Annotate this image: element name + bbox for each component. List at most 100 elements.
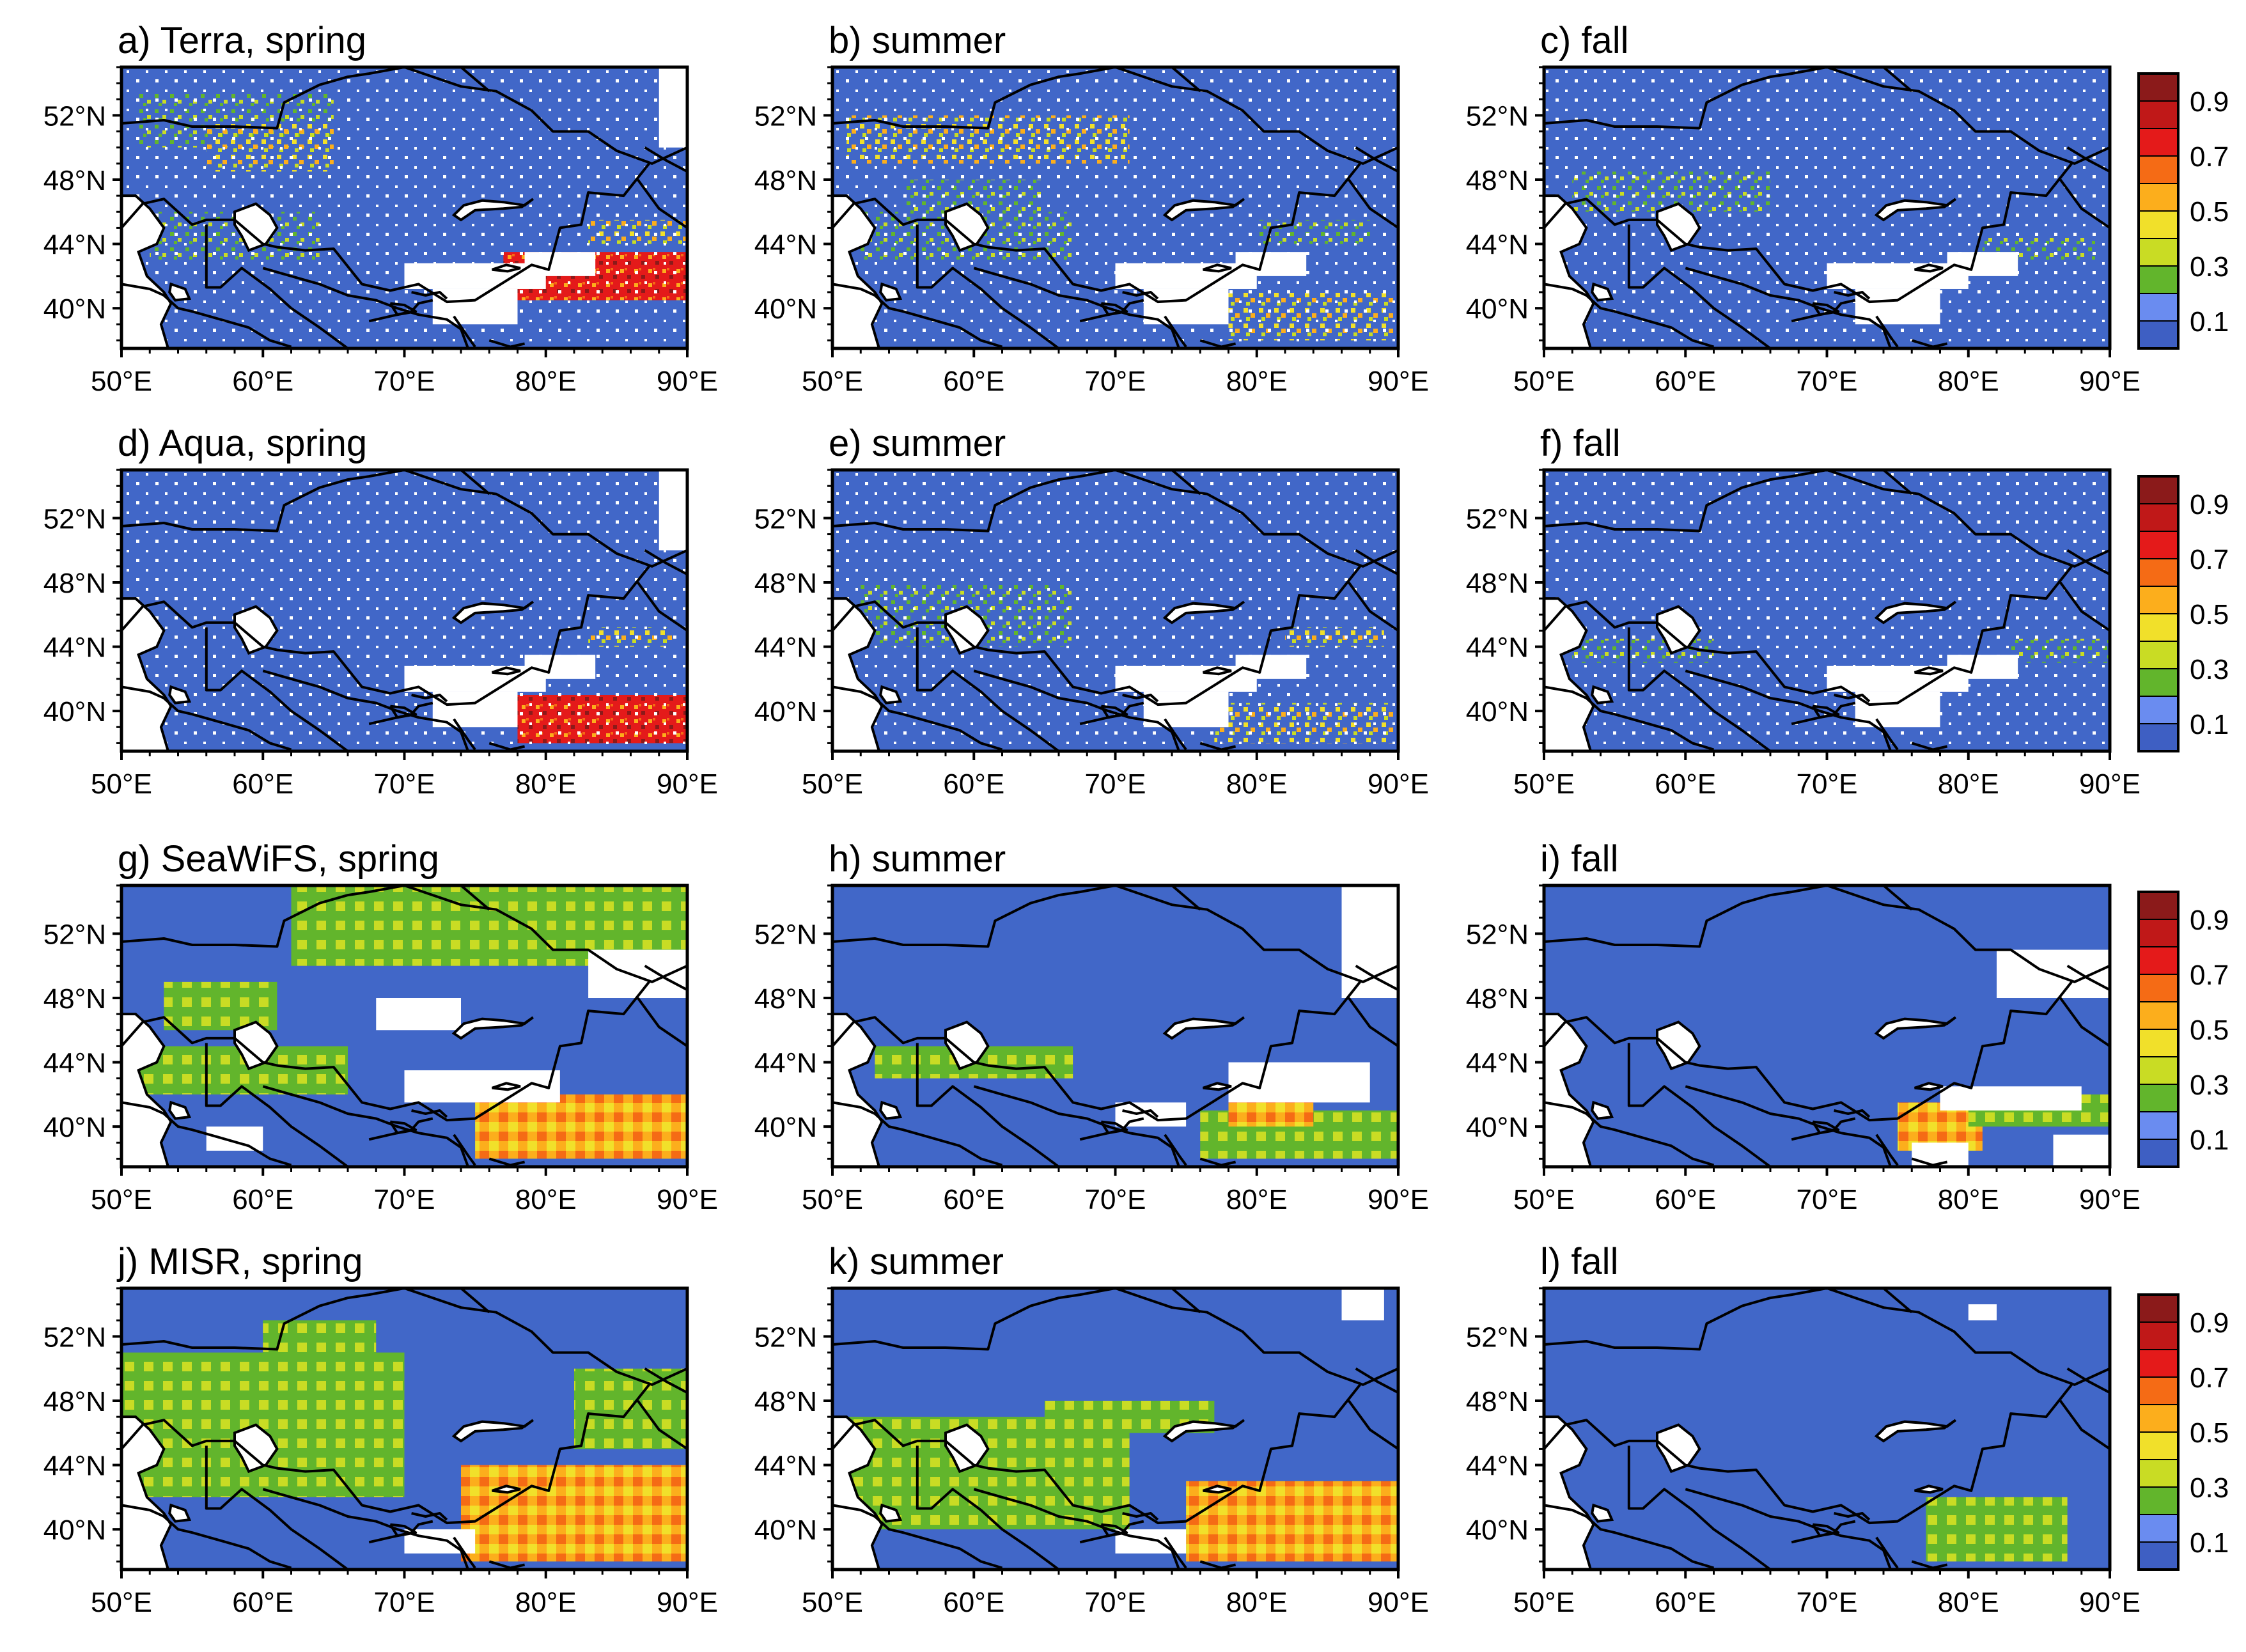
- y-tick-label: 44°N: [1466, 1048, 1529, 1079]
- country-border: [832, 981, 1361, 1122]
- water-body: [1544, 194, 1595, 348]
- country-border: [1347, 178, 1398, 230]
- colorbar-swatch: [2138, 668, 2179, 697]
- map-panel: 50°E 60°E 70°E 80°E 90°E 52°N 48°N 44°N 40°N: [754, 468, 1429, 800]
- water-body: [832, 1013, 884, 1167]
- x-tick-label: 60°E: [1655, 1184, 1716, 1215]
- water-body: [121, 194, 173, 348]
- y-tick-label: 40°N: [754, 696, 817, 728]
- y-tick-label: 40°N: [1466, 1515, 1529, 1546]
- country-border: [1164, 315, 1187, 348]
- nodata-region: [404, 1070, 560, 1103]
- y-tick-label: 48°N: [1466, 1386, 1529, 1417]
- country-border: [205, 1043, 349, 1167]
- country-border: [2059, 1399, 2110, 1451]
- x-tick-label: 70°E: [1797, 1184, 1858, 1215]
- panel-title: d) Aqua, spring: [118, 423, 367, 464]
- y-tick-label: 40°N: [43, 1112, 106, 1143]
- nodata-region: [524, 252, 596, 276]
- lake: [1162, 1419, 1245, 1443]
- colorbar-swatch: [2138, 919, 2179, 947]
- map-panel: 50°E 60°E 70°E 80°E 90°E 52°N 48°N 44°N 40°N: [1466, 468, 2141, 800]
- x-tick-label: 90°E: [2079, 768, 2141, 800]
- lake: [1203, 263, 1232, 273]
- colorbar-swatch: [2138, 1111, 2179, 1140]
- nodata-speckle: [1544, 470, 2110, 751]
- country-border: [1875, 315, 1899, 348]
- x-tick-label: 50°E: [1513, 1587, 1575, 1618]
- country-border: [1544, 885, 2110, 983]
- country-border: [262, 1085, 469, 1167]
- x-tick-label: 70°E: [1085, 768, 1146, 800]
- x-tick-label: 80°E: [515, 768, 577, 800]
- water-body: [168, 1100, 192, 1120]
- country-border: [453, 1134, 476, 1166]
- nodata-region: [2053, 1134, 2110, 1167]
- colorbar: 0.9 0.7 0.5 0.3 0.1: [2137, 1293, 2229, 1571]
- y-tick-label: 44°N: [1466, 632, 1529, 664]
- country-border: [121, 1504, 292, 1570]
- country-border: [916, 627, 1060, 751]
- colorbar-swatch: [2138, 1029, 2179, 1057]
- country-border: [1171, 67, 1201, 93]
- country-border: [1811, 705, 1840, 719]
- country-border: [832, 1288, 1398, 1386]
- country-border: [1544, 1288, 2110, 1386]
- nodata-region: [206, 1126, 263, 1151]
- lake: [1162, 600, 1245, 625]
- map-panel: 50°E 60°E 70°E 80°E 90°E 52°N 48°N 44°N 40°N: [754, 884, 1429, 1215]
- aod-hotspot: [1926, 1497, 2068, 1562]
- country-border: [1882, 885, 1913, 911]
- x-tick-label: 60°E: [943, 366, 1004, 397]
- nodata-region: [1235, 655, 1307, 679]
- y-tick-label: 40°N: [43, 293, 106, 325]
- country-border: [1627, 224, 1772, 348]
- nodata-region: [1947, 655, 2018, 679]
- nodata-region: [1115, 263, 1257, 289]
- country-border: [832, 685, 1003, 751]
- water-body: [1544, 1013, 1595, 1167]
- country-border: [1882, 1288, 1913, 1314]
- colorbar-swatch: [2138, 128, 2179, 157]
- colorbar-swatch: [2138, 100, 2179, 129]
- nodata-region: [1940, 1086, 2082, 1110]
- x-tick-label: 50°E: [1513, 768, 1575, 800]
- colorbar-label: 0.7: [2190, 960, 2229, 991]
- country-border: [1685, 669, 1892, 751]
- colorbar-label: 0.9: [2190, 1307, 2229, 1339]
- country-border: [389, 1523, 417, 1538]
- country-border: [832, 1504, 1003, 1570]
- x-tick-label: 80°E: [1226, 366, 1288, 397]
- country-border: [832, 1101, 1003, 1167]
- x-tick-label: 50°E: [1513, 366, 1575, 397]
- colorbar-swatch: [2138, 265, 2179, 294]
- colorbar-swatch: [2138, 531, 2179, 559]
- x-tick-label: 70°E: [1797, 366, 1858, 397]
- colorbar-swatch: [2138, 1486, 2179, 1515]
- x-tick-label: 90°E: [1368, 366, 1429, 397]
- country-border: [1100, 1523, 1128, 1538]
- x-tick-label: 60°E: [1655, 768, 1716, 800]
- panel-title: k) summer: [829, 1241, 1004, 1282]
- y-tick-label: 52°N: [43, 503, 106, 534]
- x-tick-label: 50°E: [91, 768, 152, 800]
- x-tick-label: 50°E: [802, 1587, 863, 1618]
- x-tick-label: 50°E: [802, 768, 863, 800]
- lake: [1874, 600, 1957, 625]
- y-tick-label: 40°N: [1466, 293, 1529, 325]
- country-border: [205, 627, 349, 751]
- country-border: [973, 267, 1180, 348]
- nodata-region: [404, 666, 546, 692]
- country-border: [121, 283, 292, 348]
- country-border: [1544, 1101, 1715, 1167]
- x-tick-label: 80°E: [515, 1587, 577, 1618]
- y-tick-label: 52°N: [754, 919, 817, 950]
- water-body: [879, 1503, 903, 1523]
- nodata-region: [1228, 1062, 1370, 1103]
- country-border: [460, 67, 490, 93]
- country-border: [1544, 981, 2073, 1122]
- x-tick-label: 50°E: [91, 1587, 152, 1618]
- x-tick-label: 90°E: [1368, 1587, 1429, 1618]
- x-tick-label: 60°E: [232, 1587, 293, 1618]
- country-border: [1355, 549, 1398, 576]
